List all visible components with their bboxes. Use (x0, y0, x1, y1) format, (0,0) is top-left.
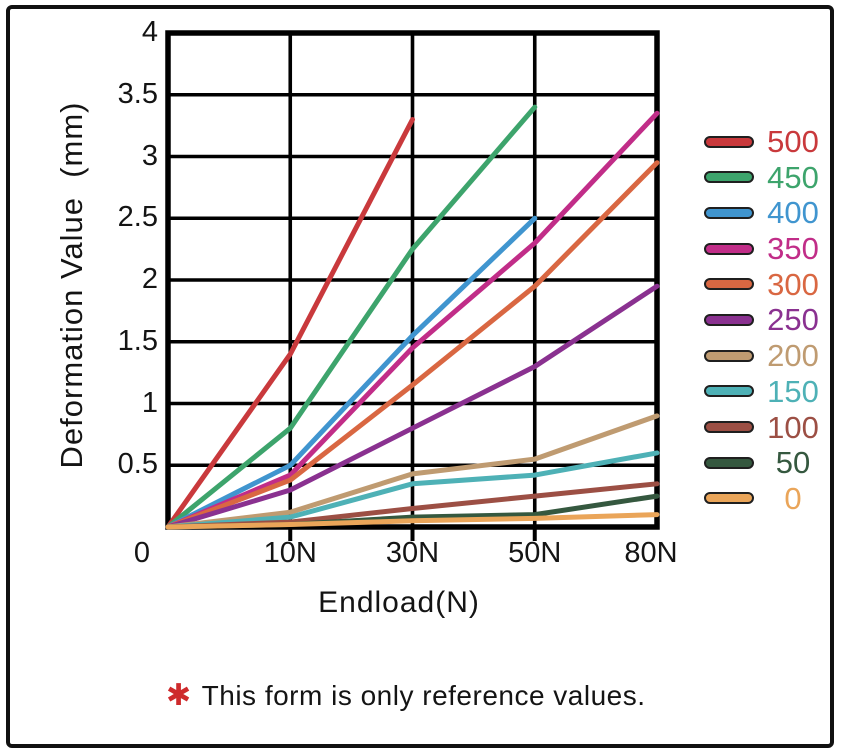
legend-line-swatch (704, 349, 754, 362)
legend-item-0: 0 (704, 483, 834, 514)
legend-label: 250 (767, 302, 819, 338)
legend-line-swatch (704, 313, 754, 326)
legend-label: 200 (767, 338, 819, 374)
series-line-150 (165, 450, 660, 530)
y-tick-label: 2.5 (117, 201, 158, 234)
plot-border (165, 30, 660, 530)
y-tick-label: 3.5 (117, 77, 158, 110)
asterisk-icon: ✱ (166, 679, 192, 712)
legend-line-swatch (704, 492, 754, 505)
x-tick-label: 30N (385, 537, 440, 569)
series-line-350 (165, 110, 660, 530)
legend-label: 500 (767, 124, 819, 159)
legend-label: 300 (767, 266, 819, 302)
legend-item-400: 400 (704, 197, 834, 228)
x-tick-label: 0 (133, 537, 151, 569)
legend-label: 400 (767, 195, 819, 231)
legend-item-50: 50 (704, 447, 834, 478)
series-line-200 (165, 413, 660, 530)
legend-line-swatch (704, 242, 754, 255)
x-axis-title: Endload(N) (318, 586, 480, 619)
y-tick-label: 2 (141, 263, 158, 295)
footnote-text: This form is only reference values. (201, 680, 646, 711)
legend-label: 0 (784, 480, 802, 516)
legend-item-200: 200 (704, 340, 834, 371)
legend-line-swatch (704, 385, 754, 398)
legend-line-swatch (704, 278, 754, 291)
legend-label: 150 (767, 373, 819, 409)
y-tick-label: 1 (141, 386, 158, 419)
legend-label: 100 (767, 409, 819, 445)
legend-item-100: 100 (704, 412, 834, 443)
legend-line-swatch (704, 206, 754, 219)
legend-item-350: 350 (704, 233, 834, 264)
y-tick-label: 0.5 (117, 448, 158, 481)
legend-line-swatch (704, 421, 754, 433)
footnote: ✱ This form is only reference values. (166, 678, 646, 713)
legend-item-300: 300 (704, 269, 834, 300)
legend-line-swatch (704, 456, 754, 469)
series-line-250 (165, 283, 660, 530)
legend-label: 350 (767, 231, 819, 267)
legend-item-500: 500 (704, 126, 834, 157)
legend-label: 50 (775, 445, 811, 481)
legend-line-swatch (704, 135, 754, 148)
legend-item-450: 450 (704, 162, 834, 193)
x-tick-label: 10N (263, 537, 317, 569)
legend-label: 450 (767, 159, 819, 195)
series-line-400 (165, 215, 538, 530)
series-line-500 (165, 117, 415, 530)
legend-line-swatch (704, 171, 754, 184)
series-line-0 (165, 512, 660, 530)
x-tick-label: 50N (508, 537, 562, 569)
series-line-450 (165, 104, 538, 530)
y-tick-label: 3 (141, 139, 158, 172)
y-tick-label: 1.5 (117, 324, 158, 357)
chart-legend: 500 450 400 350 300 250 200 150 100 50 0 (704, 126, 834, 514)
series-line-300 (165, 160, 660, 530)
legend-item-150: 150 (704, 376, 834, 407)
legend-item-250: 250 (704, 304, 834, 335)
y-tick-label: 4 (141, 16, 158, 48)
x-tick-label: 80N (624, 537, 678, 569)
